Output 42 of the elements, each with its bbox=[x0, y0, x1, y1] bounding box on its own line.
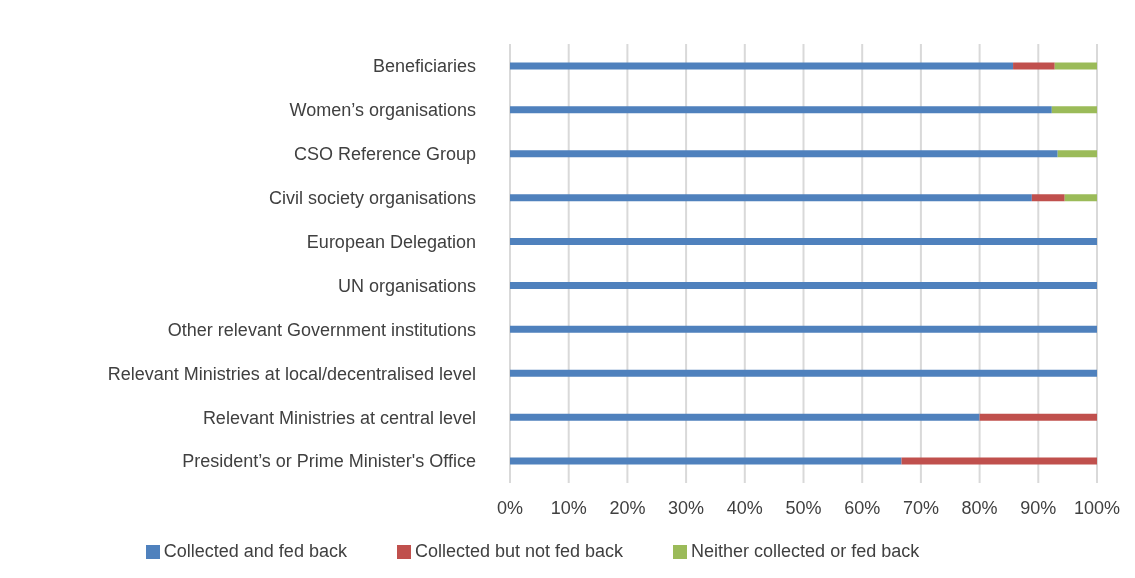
bar bbox=[1057, 150, 1097, 158]
y-tick-label: UN organisations bbox=[337, 275, 476, 296]
legend-label: Collected and fed back bbox=[163, 541, 347, 561]
bar bbox=[510, 413, 980, 421]
legend-label: Neither collected or fed back bbox=[691, 541, 920, 561]
bar bbox=[1054, 62, 1097, 70]
bar bbox=[510, 62, 1014, 70]
y-tick-label: Civil society organisations bbox=[268, 188, 476, 209]
y-tick-label: President’s or Prime Minister's Office bbox=[182, 451, 476, 472]
bar bbox=[510, 369, 1097, 377]
bar bbox=[1064, 194, 1097, 202]
y-tick-label: European Delegation bbox=[306, 231, 476, 252]
bar bbox=[510, 325, 1097, 333]
bar bbox=[510, 238, 1097, 246]
x-tick-label: 80% bbox=[961, 497, 998, 518]
x-tick-label: 10% bbox=[550, 497, 587, 518]
x-tick-label: 0% bbox=[496, 497, 524, 518]
x-tick-label: 100% bbox=[1073, 497, 1121, 518]
bar bbox=[1051, 106, 1097, 114]
x-tick-label: 50% bbox=[785, 497, 822, 518]
bar bbox=[510, 194, 1032, 202]
y-tick-label: CSO Reference Group bbox=[293, 144, 476, 165]
y-tick-label: Women’s organisations bbox=[289, 100, 476, 121]
bar bbox=[901, 457, 1097, 465]
y-tick-label: Relevant Ministries at local/decentralised level bbox=[107, 363, 476, 384]
x-tick-label: 60% bbox=[844, 497, 881, 518]
legend-label: Collected but not fed back bbox=[414, 541, 624, 561]
bar bbox=[510, 150, 1058, 158]
bar bbox=[510, 457, 902, 465]
bar bbox=[979, 413, 1097, 421]
bar bbox=[510, 106, 1052, 114]
x-tick-label: 20% bbox=[609, 497, 646, 518]
y-tick-label: Relevant Ministries at central level bbox=[202, 407, 476, 428]
x-tick-label: 30% bbox=[668, 497, 705, 518]
x-tick-label: 70% bbox=[902, 497, 939, 518]
bar bbox=[510, 281, 1097, 289]
y-tick-label: Other relevant Government institutions bbox=[167, 319, 476, 340]
x-tick-label: 90% bbox=[1020, 497, 1057, 518]
bar bbox=[1031, 194, 1065, 202]
x-tick-label: 40% bbox=[726, 497, 763, 518]
bar bbox=[1013, 62, 1055, 70]
y-tick-label: Beneficiaries bbox=[372, 56, 476, 77]
